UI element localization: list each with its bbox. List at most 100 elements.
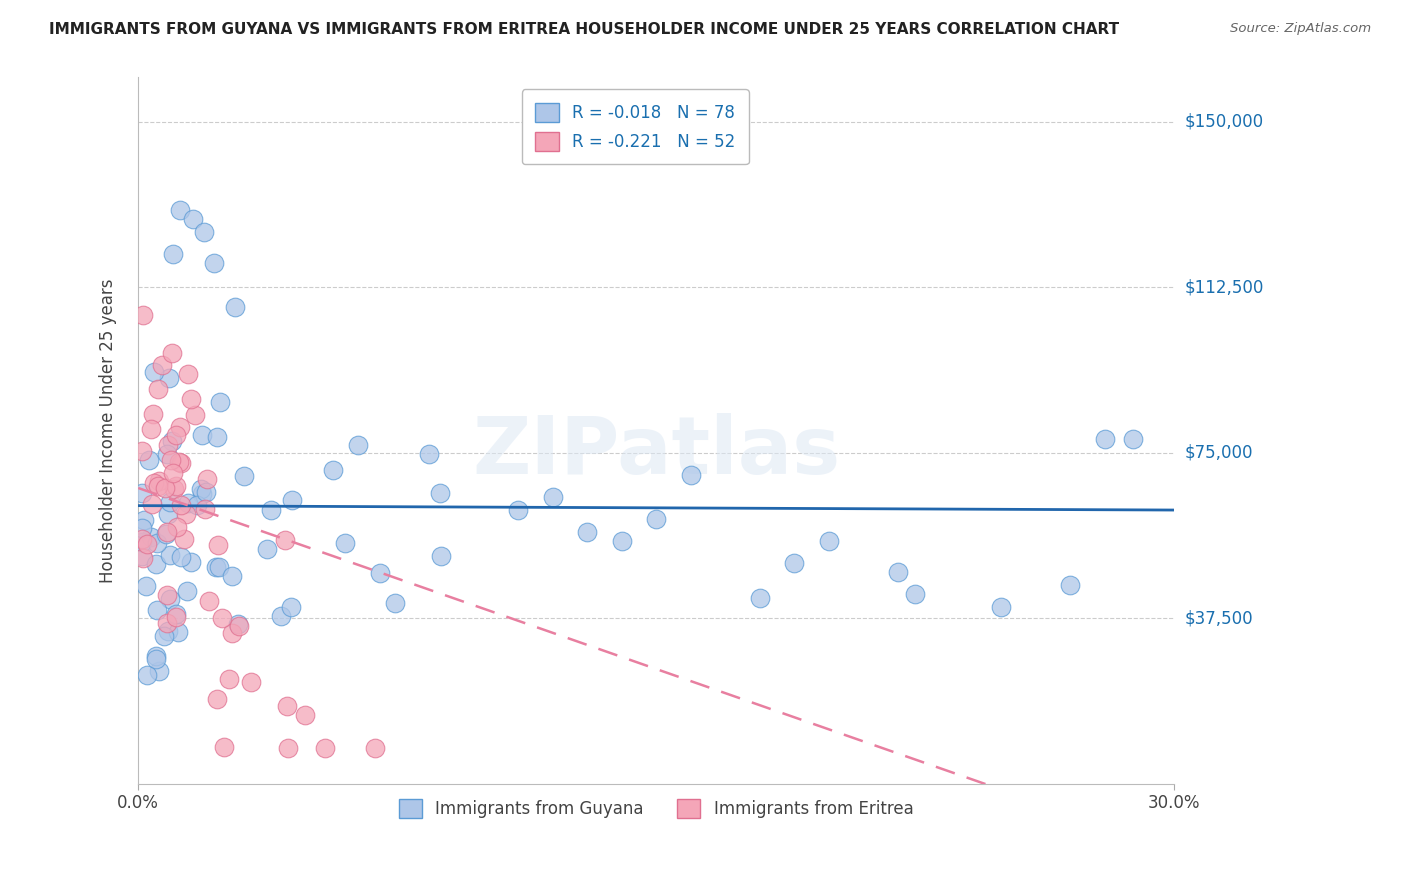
- Point: [198, 593, 221, 607]
- Point: [159, 592, 181, 607]
- Point: [240, 675, 263, 690]
- Point: [156, 524, 179, 539]
- Point: [145, 557, 167, 571]
- Point: [138, 453, 160, 467]
- Point: [166, 625, 188, 640]
- Text: $150,000: $150,000: [1185, 112, 1264, 130]
- Point: [136, 667, 159, 681]
- Text: $75,000: $75,000: [1185, 443, 1254, 462]
- Point: [904, 587, 927, 601]
- Point: [141, 497, 163, 511]
- Point: [186, 498, 208, 512]
- Point: [226, 617, 249, 632]
- Point: [191, 487, 214, 501]
- Point: [148, 478, 170, 492]
- Point: [160, 434, 183, 449]
- Point: [294, 708, 316, 723]
- Point: [322, 463, 344, 477]
- Point: [506, 503, 529, 517]
- Point: [195, 484, 218, 499]
- Point: [173, 533, 195, 547]
- Point: [155, 526, 177, 541]
- Point: [165, 609, 187, 624]
- Point: [384, 596, 406, 610]
- Point: [176, 367, 198, 381]
- Point: [280, 599, 302, 614]
- Point: [131, 485, 153, 500]
- Point: [224, 300, 246, 314]
- Point: [190, 482, 212, 496]
- Point: [155, 616, 177, 631]
- Point: [131, 521, 153, 535]
- Point: [146, 382, 169, 396]
- Point: [204, 559, 226, 574]
- Point: [610, 533, 633, 548]
- Point: [157, 370, 180, 384]
- Point: [541, 490, 564, 504]
- Point: [165, 607, 187, 621]
- Point: [679, 467, 702, 482]
- Point: [143, 475, 166, 490]
- Text: Source: ZipAtlas.com: Source: ZipAtlas.com: [1230, 22, 1371, 36]
- Point: [132, 308, 155, 322]
- Point: [148, 664, 170, 678]
- Point: [165, 428, 187, 442]
- Point: [645, 512, 668, 526]
- Point: [228, 618, 250, 632]
- Point: [183, 211, 205, 226]
- Point: [748, 591, 770, 606]
- Point: [429, 486, 451, 500]
- Point: [193, 225, 215, 239]
- Point: [177, 496, 200, 510]
- Point: [314, 741, 336, 756]
- Text: $112,500: $112,500: [1185, 278, 1264, 296]
- Point: [429, 549, 451, 563]
- Point: [132, 513, 155, 527]
- Y-axis label: Householder Income Under 25 years: Householder Income Under 25 years: [100, 278, 117, 582]
- Point: [180, 555, 202, 569]
- Point: [156, 624, 179, 639]
- Point: [170, 549, 193, 564]
- Point: [277, 741, 299, 756]
- Point: [163, 483, 186, 497]
- Point: [202, 256, 225, 270]
- Point: [214, 740, 236, 755]
- Point: [159, 495, 181, 509]
- Point: [276, 698, 298, 713]
- Point: [335, 536, 357, 550]
- Point: [274, 533, 297, 548]
- Point: [783, 556, 806, 570]
- Point: [167, 455, 190, 469]
- Point: [153, 629, 176, 643]
- Point: [576, 525, 599, 540]
- Point: [131, 535, 153, 549]
- Point: [156, 507, 179, 521]
- Point: [174, 508, 197, 522]
- Point: [135, 578, 157, 592]
- Point: [256, 542, 278, 557]
- Point: [364, 741, 387, 756]
- Text: ZIPatlas: ZIPatlas: [472, 413, 841, 491]
- Point: [190, 428, 212, 442]
- Point: [195, 472, 218, 486]
- Point: [221, 626, 243, 640]
- Point: [281, 492, 304, 507]
- Point: [160, 452, 183, 467]
- Point: [170, 456, 193, 470]
- Point: [184, 408, 207, 422]
- Point: [887, 565, 910, 579]
- Point: [211, 611, 233, 625]
- Point: [165, 479, 187, 493]
- Point: [131, 549, 153, 563]
- Point: [132, 550, 155, 565]
- Point: [145, 648, 167, 663]
- Point: [136, 537, 159, 551]
- Point: [180, 392, 202, 406]
- Point: [347, 438, 370, 452]
- Point: [260, 503, 283, 517]
- Point: [156, 438, 179, 452]
- Point: [208, 559, 231, 574]
- Point: [166, 520, 188, 534]
- Point: [233, 468, 256, 483]
- Point: [162, 466, 184, 480]
